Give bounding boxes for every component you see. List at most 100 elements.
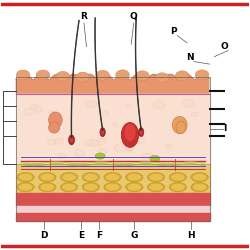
- Text: D: D: [40, 231, 48, 240]
- Text: G: G: [130, 231, 138, 240]
- Ellipse shape: [76, 72, 90, 82]
- Text: Q: Q: [130, 12, 138, 21]
- Ellipse shape: [33, 106, 43, 112]
- Ellipse shape: [135, 138, 145, 144]
- Polygon shape: [16, 164, 210, 193]
- Ellipse shape: [54, 138, 64, 144]
- Ellipse shape: [62, 174, 76, 181]
- Ellipse shape: [19, 174, 32, 181]
- Ellipse shape: [183, 100, 194, 107]
- Ellipse shape: [176, 121, 186, 134]
- Ellipse shape: [95, 153, 105, 159]
- Ellipse shape: [104, 172, 121, 182]
- Ellipse shape: [60, 182, 78, 192]
- Polygon shape: [16, 74, 210, 94]
- Ellipse shape: [62, 184, 76, 191]
- Ellipse shape: [74, 150, 85, 156]
- Ellipse shape: [82, 182, 100, 192]
- Ellipse shape: [169, 172, 186, 182]
- Ellipse shape: [128, 174, 141, 181]
- Ellipse shape: [17, 172, 34, 182]
- Ellipse shape: [24, 108, 34, 116]
- Text: P: P: [170, 27, 177, 36]
- Ellipse shape: [68, 135, 74, 145]
- Ellipse shape: [114, 144, 127, 152]
- Ellipse shape: [112, 123, 118, 127]
- Polygon shape: [16, 94, 210, 164]
- Ellipse shape: [100, 128, 105, 137]
- Ellipse shape: [124, 124, 136, 141]
- Ellipse shape: [121, 122, 139, 147]
- Polygon shape: [16, 213, 210, 221]
- Ellipse shape: [175, 71, 189, 81]
- Ellipse shape: [101, 130, 104, 135]
- Ellipse shape: [195, 70, 209, 80]
- Text: I: I: [223, 124, 226, 133]
- Ellipse shape: [96, 70, 110, 80]
- Ellipse shape: [96, 138, 106, 145]
- Ellipse shape: [165, 144, 172, 149]
- Ellipse shape: [148, 182, 165, 192]
- Ellipse shape: [102, 111, 109, 116]
- Ellipse shape: [138, 128, 144, 137]
- Ellipse shape: [38, 182, 56, 192]
- Ellipse shape: [171, 184, 185, 191]
- Ellipse shape: [171, 174, 185, 181]
- Ellipse shape: [30, 104, 38, 109]
- Ellipse shape: [86, 100, 97, 108]
- Ellipse shape: [149, 184, 163, 191]
- Ellipse shape: [136, 71, 149, 81]
- Ellipse shape: [17, 182, 34, 192]
- Ellipse shape: [19, 184, 32, 191]
- Ellipse shape: [126, 104, 132, 108]
- Ellipse shape: [193, 174, 206, 181]
- Ellipse shape: [36, 70, 50, 80]
- Ellipse shape: [84, 174, 98, 181]
- Ellipse shape: [60, 172, 78, 182]
- Text: O: O: [220, 42, 228, 51]
- Ellipse shape: [48, 122, 60, 133]
- Ellipse shape: [49, 111, 55, 115]
- Text: H: H: [187, 231, 195, 240]
- Ellipse shape: [148, 172, 165, 182]
- Ellipse shape: [191, 182, 208, 192]
- Ellipse shape: [48, 139, 56, 145]
- Ellipse shape: [191, 112, 198, 117]
- Ellipse shape: [48, 112, 62, 128]
- Ellipse shape: [38, 172, 56, 182]
- Ellipse shape: [98, 148, 107, 155]
- Ellipse shape: [172, 116, 187, 134]
- Ellipse shape: [140, 130, 143, 135]
- Ellipse shape: [40, 174, 54, 181]
- Ellipse shape: [116, 70, 129, 80]
- Ellipse shape: [82, 172, 100, 182]
- Ellipse shape: [70, 137, 73, 143]
- Ellipse shape: [193, 184, 206, 191]
- Ellipse shape: [56, 72, 70, 81]
- Ellipse shape: [128, 184, 141, 191]
- Ellipse shape: [126, 182, 143, 192]
- Ellipse shape: [156, 73, 169, 83]
- Text: N: N: [186, 54, 194, 62]
- Text: E: E: [78, 231, 84, 240]
- Ellipse shape: [84, 139, 93, 146]
- Ellipse shape: [191, 172, 208, 182]
- Ellipse shape: [153, 101, 165, 109]
- Text: F: F: [96, 231, 102, 240]
- Polygon shape: [16, 193, 210, 206]
- Ellipse shape: [40, 184, 54, 191]
- Ellipse shape: [106, 184, 120, 191]
- Ellipse shape: [128, 147, 134, 151]
- Ellipse shape: [88, 139, 100, 147]
- Text: R: R: [80, 12, 87, 21]
- Ellipse shape: [84, 184, 98, 191]
- Ellipse shape: [57, 153, 65, 159]
- Ellipse shape: [150, 156, 160, 162]
- Ellipse shape: [126, 172, 143, 182]
- Ellipse shape: [104, 182, 121, 192]
- Ellipse shape: [16, 70, 30, 80]
- Ellipse shape: [141, 153, 154, 162]
- Ellipse shape: [126, 148, 133, 152]
- Ellipse shape: [169, 182, 186, 192]
- Ellipse shape: [106, 174, 120, 181]
